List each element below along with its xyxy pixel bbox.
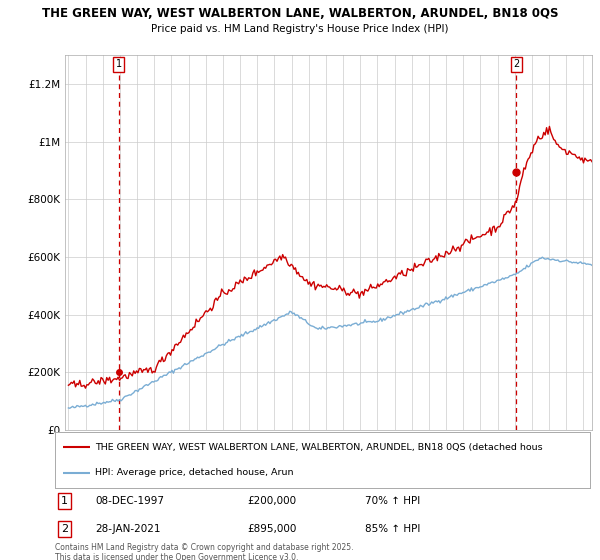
Text: 2: 2 <box>513 59 519 69</box>
Text: 1: 1 <box>61 496 68 506</box>
Text: THE GREEN WAY, WEST WALBERTON LANE, WALBERTON, ARUNDEL, BN18 0QS (detached hous: THE GREEN WAY, WEST WALBERTON LANE, WALB… <box>95 442 543 451</box>
Text: £200,000: £200,000 <box>248 496 297 506</box>
Text: 28-JAN-2021: 28-JAN-2021 <box>95 524 161 534</box>
Text: £895,000: £895,000 <box>248 524 297 534</box>
Text: 2: 2 <box>61 524 68 534</box>
Text: 08-DEC-1997: 08-DEC-1997 <box>95 496 164 506</box>
Text: 85% ↑ HPI: 85% ↑ HPI <box>365 524 421 534</box>
Text: 1: 1 <box>116 59 122 69</box>
Text: THE GREEN WAY, WEST WALBERTON LANE, WALBERTON, ARUNDEL, BN18 0QS: THE GREEN WAY, WEST WALBERTON LANE, WALB… <box>42 7 558 20</box>
Text: 70% ↑ HPI: 70% ↑ HPI <box>365 496 421 506</box>
Text: Price paid vs. HM Land Registry's House Price Index (HPI): Price paid vs. HM Land Registry's House … <box>151 24 449 34</box>
Text: HPI: Average price, detached house, Arun: HPI: Average price, detached house, Arun <box>95 468 293 477</box>
Text: Contains HM Land Registry data © Crown copyright and database right 2025.
This d: Contains HM Land Registry data © Crown c… <box>55 543 353 560</box>
